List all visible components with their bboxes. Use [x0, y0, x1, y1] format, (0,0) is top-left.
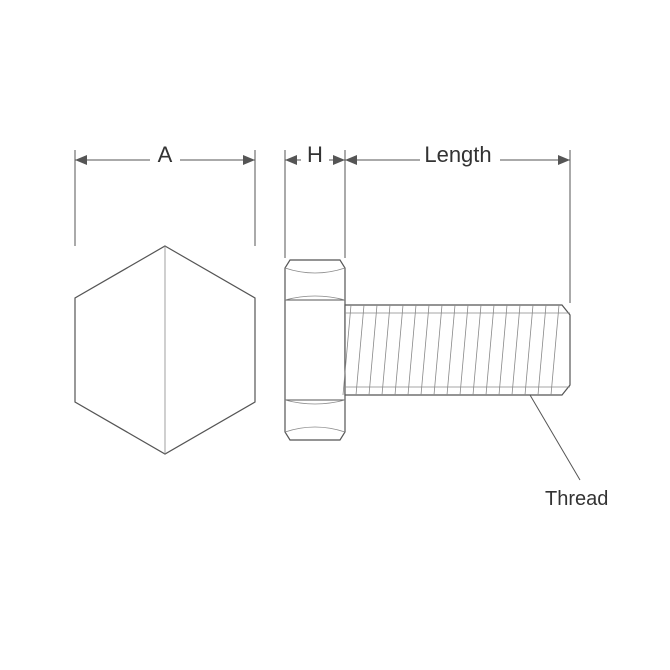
dim-A: A: [75, 140, 255, 246]
hex-side-view: [285, 260, 345, 440]
label-Length: Length: [424, 142, 491, 167]
label-H: H: [307, 142, 323, 167]
hex-front-view: [75, 246, 255, 454]
thread-callout: Thread: [530, 395, 608, 510]
threaded-shaft: [343, 305, 570, 395]
bolt-diagram: A H Length: [0, 0, 670, 670]
label-Thread: Thread: [545, 488, 608, 510]
dim-H: H: [285, 140, 345, 258]
dim-Length: Length: [345, 140, 570, 303]
label-A: A: [158, 142, 173, 167]
